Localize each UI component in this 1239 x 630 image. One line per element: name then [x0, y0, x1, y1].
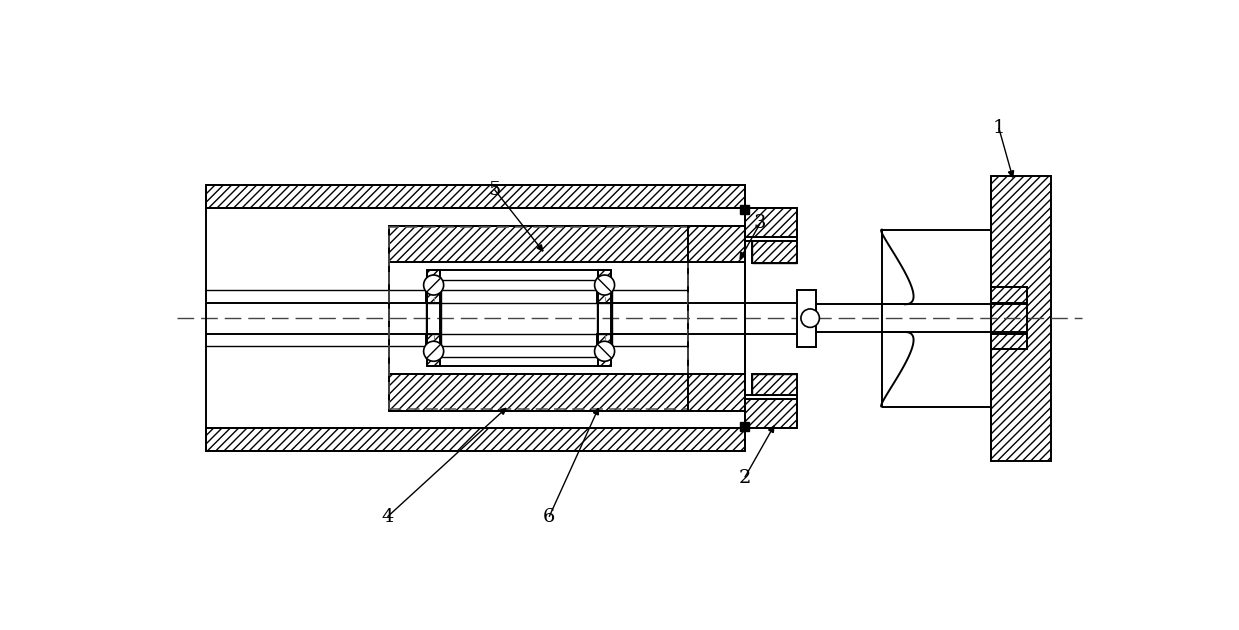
Bar: [206, 428, 745, 451]
Text: 5: 5: [488, 181, 501, 198]
Polygon shape: [1009, 171, 1014, 177]
Bar: [740, 422, 750, 432]
Bar: [688, 374, 745, 411]
Circle shape: [424, 275, 444, 295]
Bar: [389, 227, 688, 409]
Polygon shape: [768, 426, 774, 433]
Bar: [597, 333, 612, 346]
Bar: [752, 374, 797, 395]
Bar: [597, 290, 612, 303]
Text: 6: 6: [543, 508, 555, 526]
Bar: [991, 287, 1027, 303]
Bar: [688, 226, 745, 262]
Bar: [991, 333, 1027, 349]
Bar: [797, 290, 817, 346]
Circle shape: [595, 275, 615, 295]
Text: 2: 2: [738, 469, 751, 486]
Polygon shape: [740, 252, 746, 259]
Text: 1: 1: [992, 119, 1005, 137]
Circle shape: [800, 309, 819, 328]
Bar: [991, 176, 1051, 461]
Bar: [752, 241, 797, 263]
Bar: [427, 270, 440, 280]
Bar: [389, 374, 688, 411]
Polygon shape: [593, 408, 598, 415]
Bar: [389, 226, 688, 262]
Bar: [598, 270, 611, 280]
Bar: [745, 399, 797, 428]
Bar: [426, 333, 441, 346]
Bar: [206, 185, 745, 208]
Text: 4: 4: [382, 508, 394, 526]
Bar: [598, 357, 611, 366]
Text: 3: 3: [753, 214, 767, 232]
Bar: [426, 290, 441, 303]
Polygon shape: [499, 408, 506, 415]
Bar: [740, 205, 750, 214]
Circle shape: [595, 341, 615, 361]
Polygon shape: [536, 244, 543, 251]
Bar: [427, 357, 440, 366]
Bar: [745, 208, 797, 238]
Circle shape: [424, 341, 444, 361]
